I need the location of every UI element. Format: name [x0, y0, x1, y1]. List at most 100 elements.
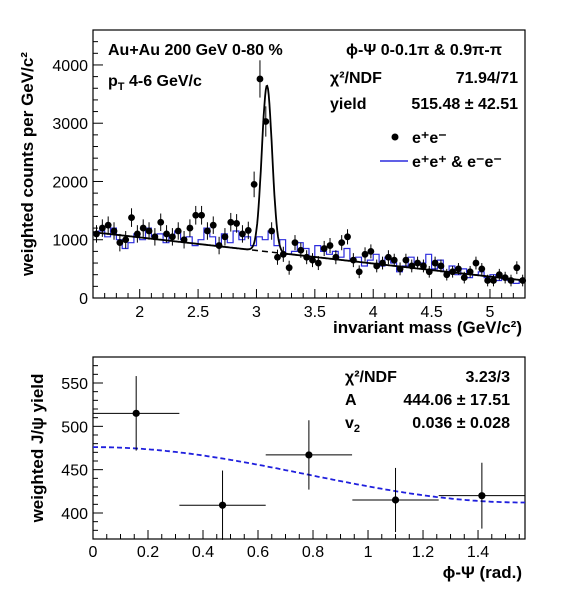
y-tick-label: 0: [79, 291, 88, 308]
data-point: [239, 230, 246, 238]
data-point: [209, 221, 217, 229]
data-point: [495, 271, 503, 279]
data-point: [379, 259, 386, 267]
data-point: [332, 253, 340, 261]
fit-v2-label: v2: [345, 415, 360, 435]
data-point: [268, 227, 276, 235]
data-point: [437, 262, 445, 270]
data-point: [431, 259, 439, 267]
top-panel: 2 2.5 3 3.5 4 4.5 5 0 1000 2000 3000 4000 Au+Au 200…: [18, 29, 527, 337]
y-tick-label: 1000: [52, 233, 88, 250]
data-point: [291, 239, 299, 247]
data-point: [215, 242, 223, 249]
yield-point: [218, 501, 227, 509]
y-tick-label: 3000: [52, 116, 88, 133]
data-point: [285, 264, 293, 272]
x-tick-label: 0.2: [137, 544, 159, 561]
x-tick-label: 4.5: [420, 304, 442, 321]
data-point: [507, 277, 515, 284]
y-tick-label: 550: [61, 376, 88, 393]
data-point: [186, 224, 194, 232]
data-point: [355, 268, 363, 276]
y-tick-label: 500: [61, 419, 88, 436]
data-point: [425, 268, 433, 276]
legend-label-like-sign: e⁺e⁺ & e⁻e⁻: [412, 154, 502, 171]
data-point: [262, 118, 270, 125]
data-point: [490, 277, 497, 284]
data-point: [443, 271, 451, 279]
pt-label: pT 4-6 GeV/c: [108, 73, 202, 93]
fit-chi2-label: χ²/NDF: [345, 369, 397, 386]
data-point: [344, 233, 351, 241]
data-point: [198, 211, 205, 219]
data-point: [163, 230, 170, 238]
x-tick-label: 1: [364, 544, 373, 561]
data-point: [204, 227, 211, 235]
data-point: [233, 220, 241, 227]
data-point: [414, 259, 421, 267]
data-point: [128, 214, 135, 222]
data-point: [279, 250, 287, 258]
data-point: [349, 256, 357, 264]
data-point: [484, 277, 492, 284]
bottom-x-axis-label: ϕ-Ψ (rad.): [443, 563, 522, 582]
legend-marker-ee: [391, 133, 399, 141]
data-point: [250, 180, 258, 188]
y-tick-label: 4000: [52, 58, 88, 75]
x-tick-label: 2.5: [187, 304, 209, 321]
yield-value: 515.48 ± 42.51: [411, 96, 518, 113]
legend-label-ee: e⁺e⁻: [412, 130, 447, 147]
data-point: [384, 253, 392, 261]
data-point: [139, 224, 147, 232]
bottom-axes: 0 0.2 0.4 0.6 0.8 1 1.2 1.4 400 450 500 550: [61, 365, 520, 561]
data-point: [110, 227, 118, 235]
chi2-label: χ²/NDF: [330, 70, 382, 87]
data-point: [420, 262, 427, 270]
x-tick-label: 0.6: [247, 544, 269, 561]
data-point: [133, 230, 141, 238]
x-tick-label: 4: [369, 304, 378, 321]
system-label: Au+Au 200 GeV 0-80 %: [108, 42, 283, 59]
data-point: [501, 274, 509, 282]
data-point: [122, 236, 130, 244]
data-point: [466, 268, 474, 276]
data-point: [373, 262, 381, 270]
data-point: [455, 265, 462, 273]
x-tick-label: 3.5: [304, 304, 326, 321]
y-tick-label: 2000: [52, 174, 88, 191]
data-point: [513, 264, 521, 272]
yield-label: yield: [330, 96, 366, 113]
data-point: [478, 265, 486, 273]
bottom-y-axis-label: weighted J/ψ yield: [28, 374, 47, 524]
data-point: [227, 218, 235, 226]
data-point: [314, 259, 322, 267]
y-tick-label: 400: [61, 506, 88, 523]
data-point: [274, 253, 281, 261]
top-y-axis-label: weighted counts per GeV/c²: [18, 52, 37, 277]
data-point: [361, 250, 369, 258]
fit-chi2-value: 3.23/3: [466, 369, 511, 386]
data-point: [449, 268, 457, 276]
y-tick-label: 450: [61, 463, 88, 480]
data-point: [396, 265, 404, 273]
data-point: [320, 245, 328, 252]
data-point: [256, 75, 264, 83]
data-point: [408, 262, 416, 270]
phi-range-label: ϕ-Ψ 0-0.1π & 0.9π-π: [346, 42, 502, 59]
data-point: [174, 227, 182, 235]
data-point: [98, 224, 106, 232]
data-point: [244, 227, 252, 234]
data-point: [460, 274, 468, 282]
data-point: [367, 247, 375, 255]
top-x-axis-label: invariant mass (GeV/c²): [333, 318, 522, 337]
data-point: [297, 246, 305, 254]
x-tick-label: 0.4: [192, 544, 214, 561]
data-point: [192, 211, 200, 219]
yield-point: [305, 451, 313, 459]
data-point: [519, 277, 527, 284]
fit-a-label: A: [345, 392, 357, 409]
data-point: [472, 259, 480, 267]
data-point: [168, 233, 176, 241]
